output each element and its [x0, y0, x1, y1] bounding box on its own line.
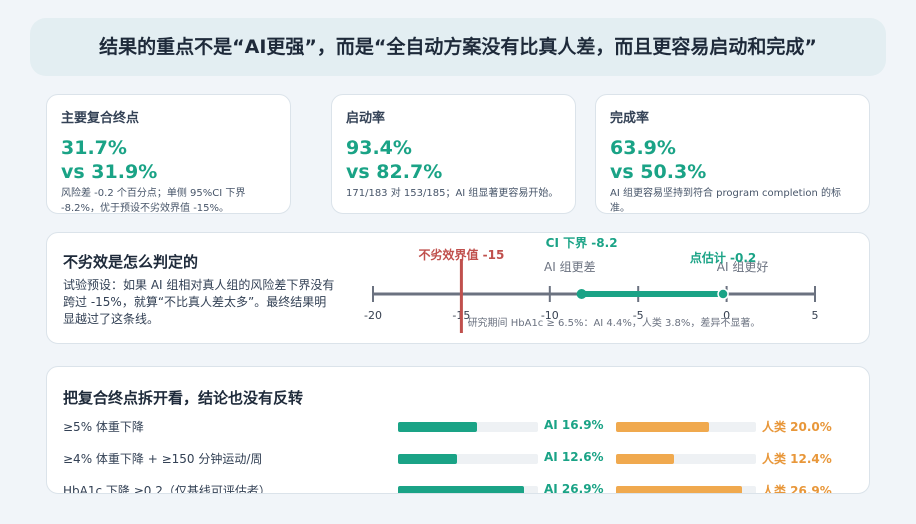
axis-tick-label: 5 [812, 309, 819, 322]
stat-card-initiation-rate: 启动率 93.4% vs 82.7% 171/183 对 153/185；AI … [331, 94, 576, 214]
axis-tick-label: 0 [723, 309, 730, 322]
ai-value-label: AI 12.6% [544, 450, 604, 464]
subgroup-row: ≥5% 体重下降 AI 16.9% 人类 20.0% [47, 417, 869, 437]
ai-value-label: AI 16.9% [544, 418, 604, 432]
stat-value-human: vs 82.7% [346, 161, 443, 183]
axis-tick-label: -5 [633, 309, 644, 322]
stat-label: 完成率 [610, 111, 650, 126]
noninferiority-card: 不劣效是怎么判定的 试验预设：如果 AI 组相对真人组的风险差下界没有跨过 -1… [46, 232, 870, 344]
subgroup-row: HbA1c 下降 ≥0.2（仅基线可评估者） AI 26.9% 人类 26.9% [47, 481, 869, 494]
stat-label: 主要复合终点 [61, 111, 140, 126]
subgroup-label: ≥5% 体重下降 [63, 420, 144, 434]
title-banner: 结果的重点不是“AI更强”，而是“全自动方案没有比真人差，而且更容易启动和完成” [30, 18, 886, 76]
stat-value-human: vs 31.9% [61, 161, 158, 183]
human-value-label: 人类 20.0% [762, 420, 832, 434]
point-estimate-marker [717, 288, 729, 300]
stat-value-ai: 63.9% [610, 137, 676, 159]
subgroup-card: 把复合终点拆开看，结论也没有反转 ≥5% 体重下降 AI 16.9% 人类 20.0… [46, 366, 870, 494]
stat-value-human: vs 50.3% [610, 161, 707, 183]
subgroup-title: 把复合终点拆开看，结论也没有反转 [63, 389, 304, 407]
human-bar-track [616, 422, 756, 432]
hba1c-footnote: 研究期间 HbA1c ≥ 6.5%：AI 4.4%，人类 3.8%，差异不显著。 [468, 316, 761, 329]
stat-card-primary-endpoint: 主要复合终点 31.7% vs 31.9% 风险差 -0.2 个百分点；单侧 9… [46, 94, 291, 214]
human-value-label: 人类 26.9% [762, 484, 832, 494]
stat-note: 风险差 -0.2 个百分点；单侧 95%CI 下界 -8.2%，优于预设不劣效界… [61, 188, 246, 214]
human-bar-track [616, 486, 756, 493]
stat-value-ai: 31.7% [61, 137, 127, 159]
axis-tick-label: -10 [541, 309, 559, 322]
noninferiority-margin-label: 不劣效界值 -15 [418, 247, 504, 262]
ai-bar-fill [398, 486, 524, 493]
stat-value-ai: 93.4% [346, 137, 412, 159]
ci-lower-label: CI 下界 -8.2 [546, 235, 618, 250]
noninferiority-explanation: 试验预设：如果 AI 组相对真人组的风险差下界没有跨过 -15%，就算“不比真人… [63, 278, 335, 326]
human-bar-fill [616, 422, 710, 432]
ci-lower-point [576, 289, 587, 299]
ai-value-label: AI 26.9% [544, 482, 604, 494]
page-title: 结果的重点不是“AI更强”，而是“全自动方案没有比真人差，而且更容易启动和完成” [99, 36, 817, 58]
noninferiority-title: 不劣效是怎么判定的 [63, 253, 199, 271]
region-label-worse: AI 组更差 [544, 260, 596, 274]
region-label-better: AI 组更好 [717, 260, 769, 274]
axis-tick-label: -20 [364, 309, 382, 322]
point-estimate-label: 点估计 -0.2 [690, 250, 756, 265]
stat-label: 启动率 [346, 111, 386, 126]
subgroup-label: HbA1c 下降 ≥0.2（仅基线可评估者） [63, 484, 271, 494]
stat-note: 171/183 对 153/185；AI 组显著更容易开始。 [346, 188, 559, 199]
ai-bar-fill [398, 454, 457, 464]
stat-card-completion-rate: 完成率 63.9% vs 50.3% AI 组更容易坚持到符合 program … [595, 94, 870, 214]
human-bar-fill [616, 454, 674, 464]
human-value-label: 人类 12.4% [762, 452, 832, 466]
ai-bar-track [398, 422, 538, 432]
ai-bar-fill [398, 422, 477, 432]
human-bar-fill [616, 486, 742, 493]
subgroup-row: ≥4% 体重下降 + ≥150 分钟运动/周 AI 12.6% 人类 12.4% [47, 449, 869, 469]
human-bar-track [616, 454, 756, 464]
stat-note: AI 组更容易坚持到符合 program completion 的标准。 [610, 188, 841, 214]
ai-bar-track [398, 486, 538, 493]
ai-bar-track [398, 454, 538, 464]
subgroup-label: ≥4% 体重下降 + ≥150 分钟运动/周 [63, 452, 263, 466]
